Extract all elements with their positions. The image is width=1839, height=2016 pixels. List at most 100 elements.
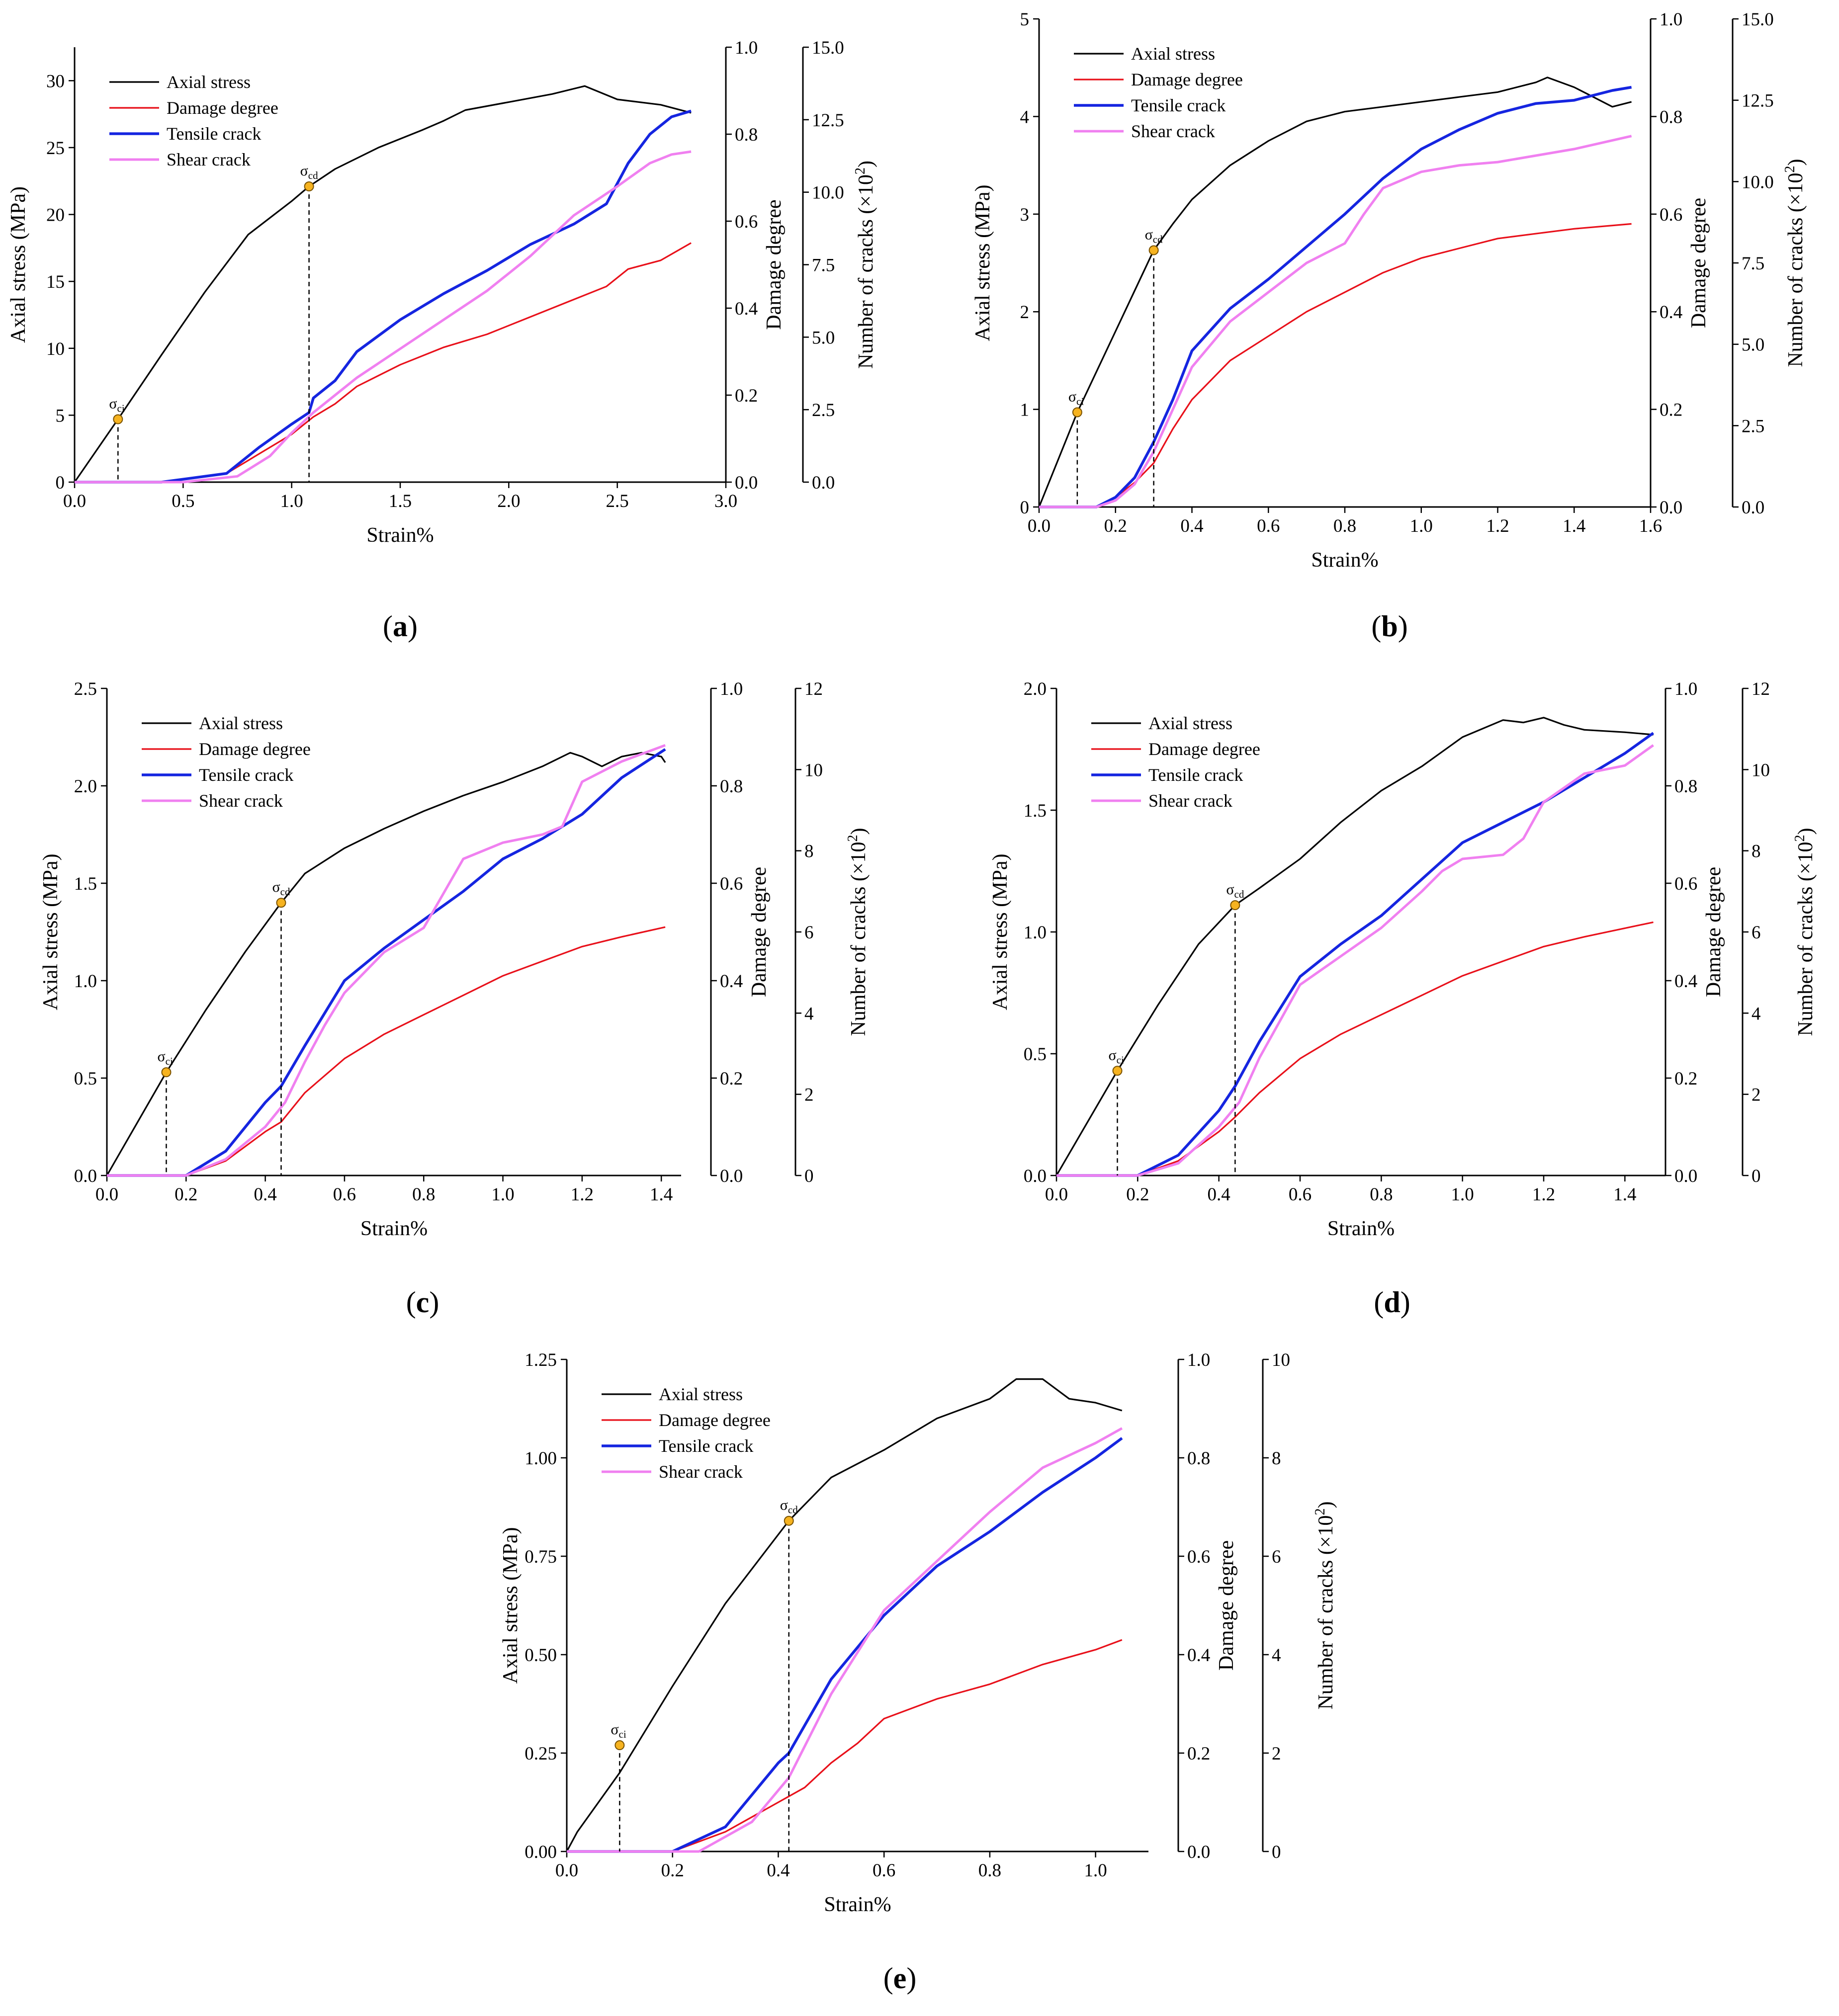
y-right1-tick-label: 0.0	[735, 473, 758, 493]
y-right1-axis-label: Damage degree	[763, 199, 786, 330]
sigma-cd-label: σcd	[272, 879, 290, 898]
y-right2-tick-label: 15.0	[1742, 9, 1774, 30]
series-line-shear-crack	[107, 744, 666, 1177]
x-tick-label: 1.0	[280, 491, 303, 511]
series-line-axial-stress	[1038, 77, 1632, 507]
y-right2-tick-label: 5.0	[1742, 335, 1764, 355]
series-line-tensile-crack	[1056, 732, 1655, 1177]
y-right2-axis-label: Number of cracks (×102)	[1782, 159, 1807, 367]
y-right1-tick-label: 0.8	[720, 776, 743, 797]
legend-label-axial-stress: Axial stress	[167, 72, 251, 92]
series-line-shear-crack	[1039, 135, 1632, 508]
y-left-axis-label: Axial stress (MPa)	[499, 1527, 522, 1684]
y-left-tick-label: 2.0	[1024, 679, 1047, 699]
y-right1-tick-label: 0.2	[1187, 1744, 1210, 1764]
y-left-tick-label: 0.25	[525, 1744, 557, 1764]
x-tick-label: 0.4	[767, 1860, 789, 1881]
y-right2-label-base: Number of cracks (×10	[847, 841, 870, 1036]
x-axis-label: Strain%	[1327, 1217, 1395, 1240]
sigma-ci-label: σci	[611, 1721, 626, 1740]
x-tick-label: 3.0	[714, 491, 737, 511]
y-right1-tick-label: 1.0	[735, 38, 758, 58]
y-left-tick-label: 0.5	[1024, 1044, 1047, 1065]
series-line-damage-degree	[567, 1639, 1123, 1852]
x-tick-label: 0.2	[1104, 516, 1127, 536]
x-tick-label: 0.4	[1180, 516, 1203, 536]
y-left-tick-label: 15	[46, 272, 65, 292]
legend-label-shear-crack: Shear crack	[199, 791, 283, 811]
caption-open: (	[1374, 1286, 1384, 1319]
series-line-tensile-crack	[107, 748, 666, 1177]
series-line-tensile-crack	[567, 1437, 1123, 1853]
sigma-subscript: ci	[117, 402, 125, 414]
sigma-symbol: σ	[780, 1497, 788, 1513]
y-right1-tick-label: 0.4	[1660, 302, 1682, 323]
sigma-subscript: cd	[308, 169, 318, 181]
y-left-tick-label: 1.25	[525, 1350, 557, 1370]
y-right2-tick-label: 8	[1751, 841, 1761, 862]
y-right2-tick-label: 0	[804, 1166, 814, 1186]
y-left-tick-label: 25	[46, 138, 65, 159]
x-tick-label: 0.2	[175, 1184, 197, 1205]
y-left-tick-label: 0.75	[525, 1547, 557, 1567]
y-right1-tick-label: 0.8	[735, 125, 758, 145]
y-right2-tick-label: 10	[1751, 760, 1770, 780]
y-left-tick-label: 0.00	[525, 1842, 557, 1862]
sigma-ci-label: σci	[1109, 1047, 1124, 1066]
y-left-tick-label: 10	[46, 339, 65, 359]
sigma-ci-marker	[113, 414, 123, 424]
y-right2-tick-label: 12	[804, 679, 823, 699]
legend-label-tensile-crack: Tensile crack	[659, 1436, 753, 1456]
y-left-tick-label: 2.5	[74, 679, 97, 699]
caption-letter: c	[416, 1286, 430, 1319]
x-tick-label: 0.2	[661, 1860, 684, 1881]
sigma-cd-label: σcd	[1226, 881, 1244, 900]
sigma-ci-marker	[1112, 1066, 1123, 1076]
y-right1-axis-label: Damage degree	[1702, 867, 1725, 997]
y-left-tick-label: 5	[1020, 9, 1030, 30]
y-right1-tick-label: 0.0	[1660, 498, 1682, 518]
sigma-symbol: σ	[1068, 388, 1076, 405]
y-right1-tick-label: 0.8	[1187, 1448, 1210, 1469]
y-right2-tick-label: 15.0	[812, 38, 844, 58]
panel-caption: (c)	[406, 1286, 439, 1319]
x-axis-label: Strain%	[366, 524, 434, 547]
sigma-ci-marker	[1072, 407, 1082, 418]
sigma-cd-marker	[784, 1515, 794, 1526]
series-line-axial-stress	[566, 1378, 1123, 1852]
sigma-cd-label: σcd	[1145, 226, 1163, 245]
series-line-damage-degree	[107, 926, 666, 1176]
y-right2-label-sup: 2	[853, 168, 868, 174]
x-tick-label: 0.6	[1257, 516, 1280, 536]
y-right1-tick-label: 0.4	[1187, 1645, 1210, 1666]
y-left-axis-label: Axial stress (MPa)	[39, 854, 62, 1010]
sigma-subscript: ci	[1117, 1054, 1124, 1066]
y-right2-tick-label: 12	[1751, 679, 1770, 699]
sigma-symbol: σ	[1226, 881, 1234, 898]
y-right2-tick-label: 2.5	[812, 400, 835, 420]
sigma-symbol: σ	[300, 163, 308, 179]
legend-label-shear-crack: Shear crack	[659, 1462, 743, 1482]
y-right1-tick-label: 0.2	[720, 1069, 743, 1089]
series-line-axial-stress	[1055, 717, 1654, 1176]
x-axis-label: Strain%	[1311, 549, 1378, 572]
x-tick-label: 0.0	[63, 491, 86, 511]
caption-close: )	[429, 1286, 439, 1319]
sigma-symbol: σ	[1109, 1047, 1117, 1063]
chart-panel-d: 0.0 0.2 0.4 0.6 0.8 1.0 1.2 1.4 0.0 0.5 1.0 1.5 2.0 0…	[989, 679, 1817, 1319]
sigma-symbol: σ	[611, 1721, 618, 1738]
y-left-tick-label: 2.0	[74, 776, 97, 797]
y-left-tick-label: 1.0	[1024, 923, 1047, 943]
y-left-tick-label: 5	[56, 406, 65, 426]
caption-open: (	[883, 1962, 893, 1995]
y-right2-tick-label: 10.0	[812, 183, 844, 203]
y-right2-tick-label: 10	[1272, 1350, 1290, 1370]
chart-panel-b: 0.0 0.2 0.4 0.6 0.8 1.0 1.2 1.4 1.6 0 1 2 3 4 5 0.0 0.2 0…	[971, 9, 1807, 643]
y-right2-tick-label: 7.5	[812, 255, 835, 276]
sigma-ci-marker	[614, 1740, 625, 1751]
y-right2-axis-label: Number of cracks (×102)	[845, 828, 870, 1036]
legend-label-damage-degree: Damage degree	[1131, 70, 1243, 89]
legend-label-axial-stress: Axial stress	[659, 1384, 743, 1404]
x-tick-label: 0.0	[1028, 516, 1051, 536]
